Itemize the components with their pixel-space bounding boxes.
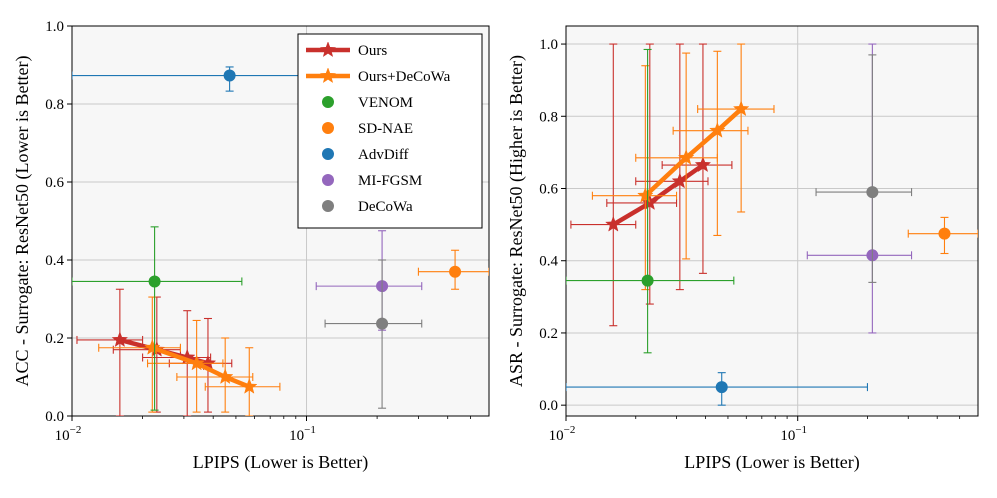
legend-label-ours-decowa: Ours+DeCoWa (358, 69, 451, 85)
y-tick-label: 0.6 (45, 175, 64, 191)
series-sd-nae (417, 249, 489, 290)
y-tick-label: 0.4 (539, 254, 558, 270)
data-point-ours-decowa (637, 187, 654, 203)
data-point-ours (605, 215, 622, 232)
y-tick-label: 1.0 (45, 19, 64, 35)
x-tick-label: 10−1 (780, 424, 807, 444)
data-point-sd-nae (938, 227, 951, 240)
data-point-ours-decowa (677, 149, 695, 165)
legend-label-advdiff: AdvDiff (358, 147, 409, 163)
series-decowa (815, 54, 913, 283)
data-point-sd-nae (449, 265, 462, 278)
series-decowa (324, 259, 423, 409)
axes-frame (71, 25, 490, 417)
legend-marker-ours (319, 41, 337, 58)
legend-marker-mi-fgsm (322, 174, 334, 186)
legend-label-sd-nae: SD-NAE (358, 121, 413, 137)
data-point-ours-decowa (144, 339, 161, 355)
series-venom (566, 48, 735, 354)
y-tick-label: 0.0 (539, 398, 558, 414)
acc-chart: 0.0 0.2 0.4 0.6 0.8 1.0 10−2 10−1 LPIPS (Lower i… (12, 19, 490, 473)
data-point-venom (148, 275, 161, 288)
series-line-ours-decowa (643, 107, 743, 198)
y-tick-label: 0.4 (45, 253, 64, 269)
data-point-ours-decowa (240, 378, 258, 394)
data-point-advdiff (715, 381, 728, 394)
data-point-decowa (866, 186, 879, 199)
series-line-ours-decowa (151, 345, 251, 389)
x-tick-label: 10−2 (549, 424, 576, 444)
data-point-ours (671, 172, 689, 189)
legend-marker-ours-decowa (319, 67, 337, 84)
data-point-ours-decowa (216, 368, 234, 385)
legend-marker-decowa (322, 200, 334, 212)
legend-marker-venom (322, 96, 334, 108)
plot-content (566, 43, 978, 406)
data-point-ours (111, 331, 129, 347)
x-tick-label: 10−2 (55, 424, 82, 444)
y-tick-label: 0.2 (45, 331, 64, 347)
data-point-ours-decowa (188, 354, 205, 371)
legend-label-venom: VENOM (358, 95, 413, 111)
legend-label-decowa: DeCoWa (358, 199, 413, 215)
plot-area (566, 26, 978, 416)
y-tick-label: 0.0 (45, 409, 64, 425)
y-tick-label: 0.8 (45, 97, 64, 113)
y-tick-label: 0.8 (539, 109, 558, 125)
data-point-decowa (376, 317, 389, 330)
series-ours-decowa (591, 43, 775, 291)
series-ours-decowa (98, 296, 281, 416)
legend-marker-sd-nae (322, 122, 334, 134)
asr-chart: 0.0 0.2 0.4 0.6 0.8 1.0 10−2 10−1 LPIPS (Lower i… (506, 25, 979, 473)
x-axis-label: LPIPS (Lower is Better) (193, 452, 368, 473)
x-axis-label: LPIPS (Lower is Better) (684, 452, 859, 473)
data-point-venom (641, 274, 654, 287)
y-axis-label: ASR - Surrogate: ResNet50 (Higher is Bet… (506, 55, 527, 387)
data-point-ours-decowa (709, 122, 726, 138)
y-tick-label: 0.2 (539, 326, 558, 342)
y-tick-label: 1.0 (539, 37, 558, 53)
legend-label-mi-fgsm: MI-FGSM (358, 173, 422, 189)
legend: Ours Ours+DeCoWa VENOM SD-NAE AdvDiff MI-FGSM… (297, 33, 483, 229)
y-axis-label: ACC - Surrogate: ResNet50 (Lower is Bett… (12, 56, 33, 387)
y-tick-label: 0.6 (539, 182, 558, 198)
series-venom (72, 226, 243, 411)
legend-marker-advdiff (322, 148, 334, 160)
x-tick-label: 10−1 (289, 424, 316, 444)
data-point-ours-decowa (732, 100, 750, 117)
series-advdiff (566, 372, 869, 406)
axes-frame (565, 25, 979, 417)
legend-label-ours: Ours (358, 43, 387, 59)
data-point-ours (694, 156, 712, 173)
plot-content (72, 66, 489, 416)
series-sd-nae (907, 216, 978, 255)
series-line-ours (612, 163, 705, 227)
data-point-advdiff (223, 69, 236, 82)
